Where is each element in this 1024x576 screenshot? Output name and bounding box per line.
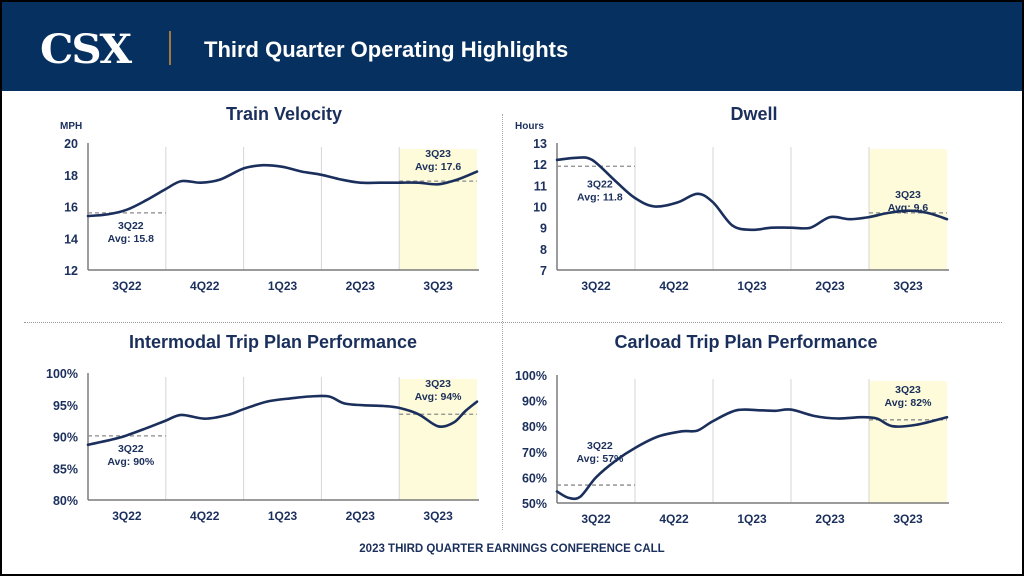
average-annotation-period: 3Q22 — [587, 440, 613, 452]
highlight-band — [399, 149, 477, 270]
y-tick-label: 12 — [533, 158, 547, 172]
x-tick-label: 2Q23 — [346, 509, 376, 523]
series-line — [86, 163, 479, 218]
x-tick-label: 1Q23 — [268, 279, 298, 293]
average-annotation-value: Avg: 17.6 — [415, 161, 461, 173]
x-tick-label: 3Q23 — [893, 279, 923, 293]
x-tick-label: 2Q23 — [815, 512, 845, 526]
chart-intermodal-trip-plan: Intermodal Trip Plan Performance 80% 85% 90… — [46, 332, 479, 523]
y-tick-label: 18 — [64, 169, 78, 183]
average-annotation-value: Avg: 9.6 — [888, 202, 929, 214]
x-tick-label: 2Q23 — [346, 279, 376, 293]
y-axis-label: MPH — [60, 121, 82, 132]
x-tick-label: 1Q23 — [737, 512, 767, 526]
y-tick-label: 7 — [540, 264, 547, 278]
y-tick-label: 10 — [533, 201, 547, 215]
chart-carload-trip-plan: Carload Trip Plan Performance 50% 60% 70% 80… — [515, 332, 949, 526]
y-tick-label: 90% — [53, 431, 78, 445]
average-annotation-period: 3Q22 — [587, 178, 613, 190]
x-tick-label: 2Q23 — [815, 279, 845, 293]
y-tick-label: 20 — [64, 137, 78, 151]
x-tick-label: 3Q22 — [581, 512, 611, 526]
average-annotation-value: Avg: 82% — [885, 397, 933, 409]
chart-title: Intermodal Trip Plan Performance — [129, 332, 417, 352]
x-tick-label: 4Q22 — [659, 279, 689, 293]
y-tick-label: 85% — [53, 462, 78, 476]
x-tick-label: 4Q22 — [190, 509, 220, 523]
x-tick-label: 3Q22 — [581, 279, 611, 293]
y-tick-label: 95% — [53, 399, 78, 413]
chart-dwell: Dwell Hours 7 8 9 10 11 12 13 3Q22 4Q22 1Q23 2Q23 3Q2… — [515, 104, 949, 293]
x-tick-label: 3Q22 — [112, 279, 142, 293]
y-tick-label: 11 — [534, 179, 547, 193]
y-tick-label: 16 — [64, 201, 78, 215]
chart-title: Carload Trip Plan Performance — [614, 332, 877, 352]
highlight-band — [869, 381, 947, 503]
x-tick-label: 3Q23 — [423, 279, 453, 293]
series-line — [555, 156, 949, 232]
x-tick-label: 1Q23 — [737, 279, 767, 293]
average-annotation-value: Avg: 90% — [107, 456, 155, 468]
series-line — [86, 394, 479, 447]
x-tick-label: 1Q23 — [268, 509, 298, 523]
footer-caption: 2023 THIRD QUARTER EARNINGS CONFERENCE C… — [359, 543, 665, 555]
y-tick-label: 100% — [46, 367, 78, 381]
csx-logo: CSX — [40, 26, 132, 73]
x-tick-label: 3Q22 — [112, 509, 142, 523]
y-tick-label: 9 — [540, 222, 547, 236]
y-tick-label: 8 — [540, 243, 547, 257]
chart-title: Dwell — [730, 104, 777, 124]
average-annotation-period: 3Q23 — [895, 384, 921, 396]
y-tick-label: 14 — [64, 232, 78, 246]
x-tick-label: 3Q23 — [893, 512, 923, 526]
y-tick-label: 100% — [515, 369, 547, 383]
average-annotation-value: Avg: 11.8 — [577, 191, 623, 203]
average-annotation-value: Avg: 57% — [576, 453, 624, 465]
highlight-band — [399, 379, 477, 500]
header-divider — [169, 31, 171, 65]
y-tick-label: 80% — [522, 420, 547, 434]
y-tick-label: 80% — [53, 494, 78, 508]
y-tick-label: 12 — [64, 264, 78, 278]
average-annotation-period: 3Q22 — [118, 443, 144, 455]
header-bar: CSX Third Quarter Operating Highlights — [2, 2, 1022, 91]
y-tick-label: 90% — [522, 395, 547, 409]
page-title: Third Quarter Operating Highlights — [204, 37, 569, 62]
y-tick-label: 50% — [522, 497, 547, 511]
y-axis-label: Hours — [515, 121, 544, 132]
average-annotation-period: 3Q22 — [118, 220, 144, 232]
y-tick-label: 60% — [522, 471, 547, 485]
average-annotation-value: Avg: 15.8 — [108, 233, 154, 245]
chart-train-velocity: Train Velocity MPH 12 14 16 18 20 3Q22 4Q22 1Q23 2… — [60, 104, 479, 293]
y-tick-label: 13 — [533, 137, 547, 151]
x-tick-label: 4Q22 — [659, 512, 689, 526]
average-annotation-value: Avg: 94% — [415, 391, 463, 403]
horizontal-divider — [24, 322, 1002, 323]
chart-title: Train Velocity — [226, 104, 342, 124]
y-tick-label: 70% — [522, 446, 547, 460]
average-annotation-period: 3Q23 — [425, 148, 451, 160]
x-tick-label: 4Q22 — [190, 279, 220, 293]
x-tick-label: 3Q23 — [423, 509, 453, 523]
average-annotation-period: 3Q23 — [425, 378, 451, 390]
average-annotation-period: 3Q23 — [895, 189, 921, 201]
series-line — [555, 408, 949, 501]
